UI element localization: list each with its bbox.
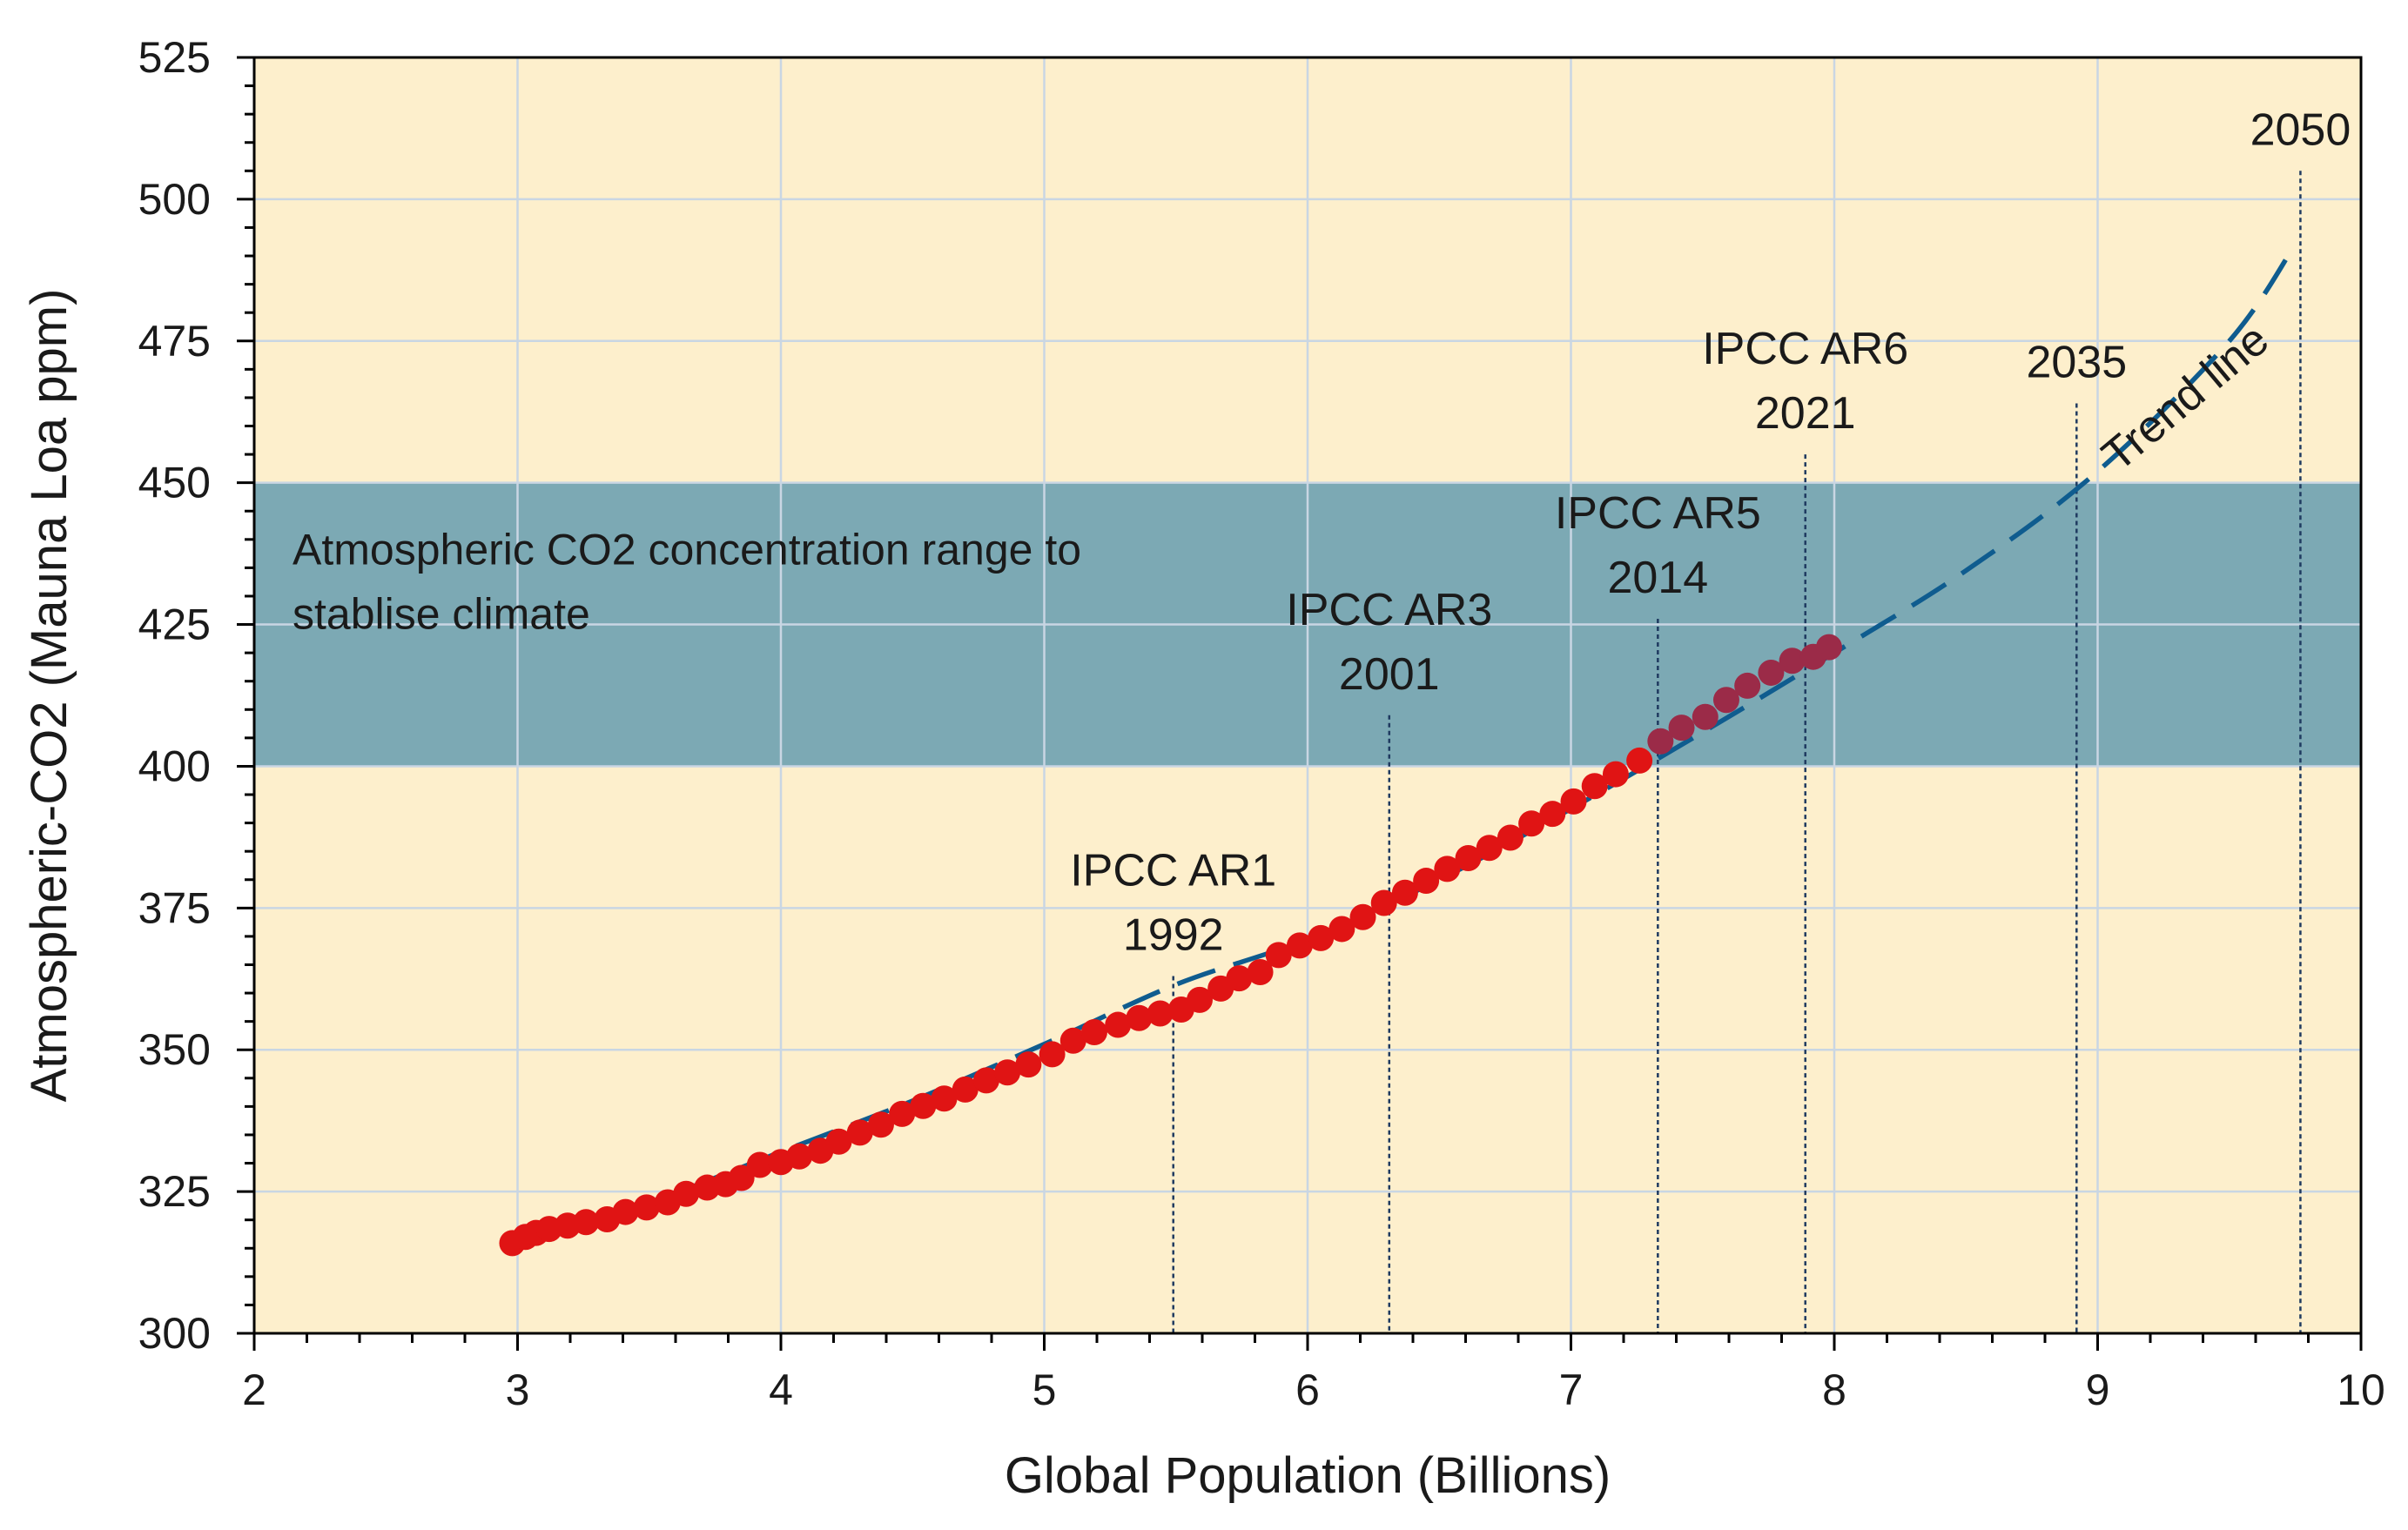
annotation-label: 2014 bbox=[1607, 553, 1708, 603]
data-point bbox=[1059, 1027, 1086, 1054]
y-tick-label: 425 bbox=[138, 601, 211, 649]
annotation-label: IPCC AR3 bbox=[1286, 585, 1492, 635]
annotation-label: 1992 bbox=[1123, 910, 1224, 961]
data-point bbox=[825, 1128, 852, 1155]
data-point bbox=[1247, 958, 1274, 985]
data-point bbox=[1734, 672, 1761, 699]
axes: 2 3 4 5 6 7 8 9 10 300 325 350 375 400 425 450 475 500 525 bbox=[138, 33, 2385, 1414]
annotation-label: IPCC AR5 bbox=[1555, 488, 1761, 539]
data-point bbox=[1105, 1011, 1132, 1038]
x-tick-label: 6 bbox=[1295, 1366, 1320, 1414]
annotation-markers: IPCC AR1 1992 IPCC AR3 2001 IPCC AR5 2014 IPCC… bbox=[1070, 104, 2351, 1333]
y-tick-label: 400 bbox=[138, 742, 211, 790]
x-tick-label: 3 bbox=[506, 1366, 530, 1414]
data-point bbox=[1391, 879, 1418, 906]
data-point bbox=[1692, 703, 1719, 730]
y-tick-label: 375 bbox=[138, 883, 211, 932]
data-point bbox=[1015, 1051, 1042, 1078]
x-tick-label: 8 bbox=[1822, 1366, 1846, 1414]
data-point bbox=[1602, 761, 1629, 788]
x-tick-label: 2 bbox=[242, 1366, 266, 1414]
data-point bbox=[1308, 924, 1335, 951]
data-point bbox=[1560, 788, 1587, 815]
y-tick-label: 350 bbox=[138, 1025, 211, 1074]
data-point bbox=[1455, 844, 1482, 871]
data-point bbox=[1186, 986, 1213, 1013]
x-tick-label: 10 bbox=[2337, 1366, 2385, 1414]
annotation-label: IPCC AR6 bbox=[1702, 324, 1908, 374]
data-point bbox=[1581, 773, 1608, 800]
data-point bbox=[1539, 801, 1566, 828]
data-point bbox=[673, 1180, 700, 1207]
band-label-line-1: Atmospheric CO2 concentration range to bbox=[293, 526, 1081, 574]
data-point bbox=[746, 1151, 773, 1178]
data-point bbox=[1413, 868, 1440, 895]
y-axis-title: Atmospheric-CO2 (Mauna Loa ppm) bbox=[21, 289, 77, 1103]
data-point bbox=[1286, 932, 1313, 959]
annotation-label: 2050 bbox=[2250, 104, 2351, 155]
data-point bbox=[1434, 856, 1461, 882]
data-point bbox=[972, 1067, 999, 1094]
x-axis-title: Global Population (Billions) bbox=[1005, 1447, 1611, 1504]
data-point bbox=[931, 1085, 958, 1112]
data-point bbox=[1626, 747, 1653, 774]
data-point bbox=[1518, 810, 1545, 837]
data-point bbox=[1265, 942, 1292, 969]
data-point bbox=[846, 1119, 873, 1146]
data-point bbox=[1147, 1000, 1174, 1027]
data-point bbox=[633, 1194, 660, 1221]
data-point bbox=[573, 1209, 600, 1236]
data-point bbox=[994, 1059, 1021, 1086]
annotation-label: 2001 bbox=[1339, 649, 1440, 700]
data-point bbox=[1497, 824, 1523, 851]
data-point bbox=[952, 1076, 979, 1103]
y-tick-label: 475 bbox=[138, 317, 211, 366]
annotation-label: IPCC AR1 bbox=[1070, 846, 1276, 896]
y-tick-label: 450 bbox=[138, 459, 211, 507]
data-point bbox=[786, 1143, 813, 1170]
x-tick-label: 9 bbox=[2086, 1366, 2110, 1414]
y-tick-label: 500 bbox=[138, 175, 211, 224]
data-point bbox=[1647, 728, 1674, 755]
data-point bbox=[1476, 835, 1503, 862]
data-point bbox=[1080, 1019, 1107, 1046]
data-point bbox=[1779, 648, 1806, 674]
data-point bbox=[728, 1164, 755, 1191]
data-point bbox=[889, 1100, 916, 1127]
data-point bbox=[867, 1111, 894, 1138]
x-tick-label: 5 bbox=[1032, 1366, 1057, 1414]
data-point bbox=[1712, 687, 1739, 714]
annotation-label: 2035 bbox=[2026, 337, 2127, 387]
data-point bbox=[1370, 889, 1397, 916]
y-tick-label: 300 bbox=[138, 1309, 211, 1358]
y-tick-label: 525 bbox=[138, 33, 211, 82]
data-point bbox=[1668, 715, 1695, 742]
x-tick-label: 4 bbox=[769, 1366, 793, 1414]
data-point bbox=[1328, 916, 1355, 943]
x-tick-label: 7 bbox=[1559, 1366, 1584, 1414]
band-label-line-2: stablise climate bbox=[293, 590, 590, 639]
data-point bbox=[1758, 659, 1785, 686]
y-tick-label: 325 bbox=[138, 1167, 211, 1216]
data-point bbox=[1815, 634, 1842, 661]
annotation-label: 2021 bbox=[1755, 388, 1856, 439]
data-point bbox=[1126, 1004, 1153, 1031]
data-point bbox=[910, 1092, 937, 1119]
data-point bbox=[1226, 965, 1253, 992]
data-points bbox=[499, 634, 1842, 1257]
data-point bbox=[1349, 903, 1376, 930]
data-point bbox=[1039, 1041, 1066, 1068]
data-point bbox=[612, 1198, 639, 1225]
